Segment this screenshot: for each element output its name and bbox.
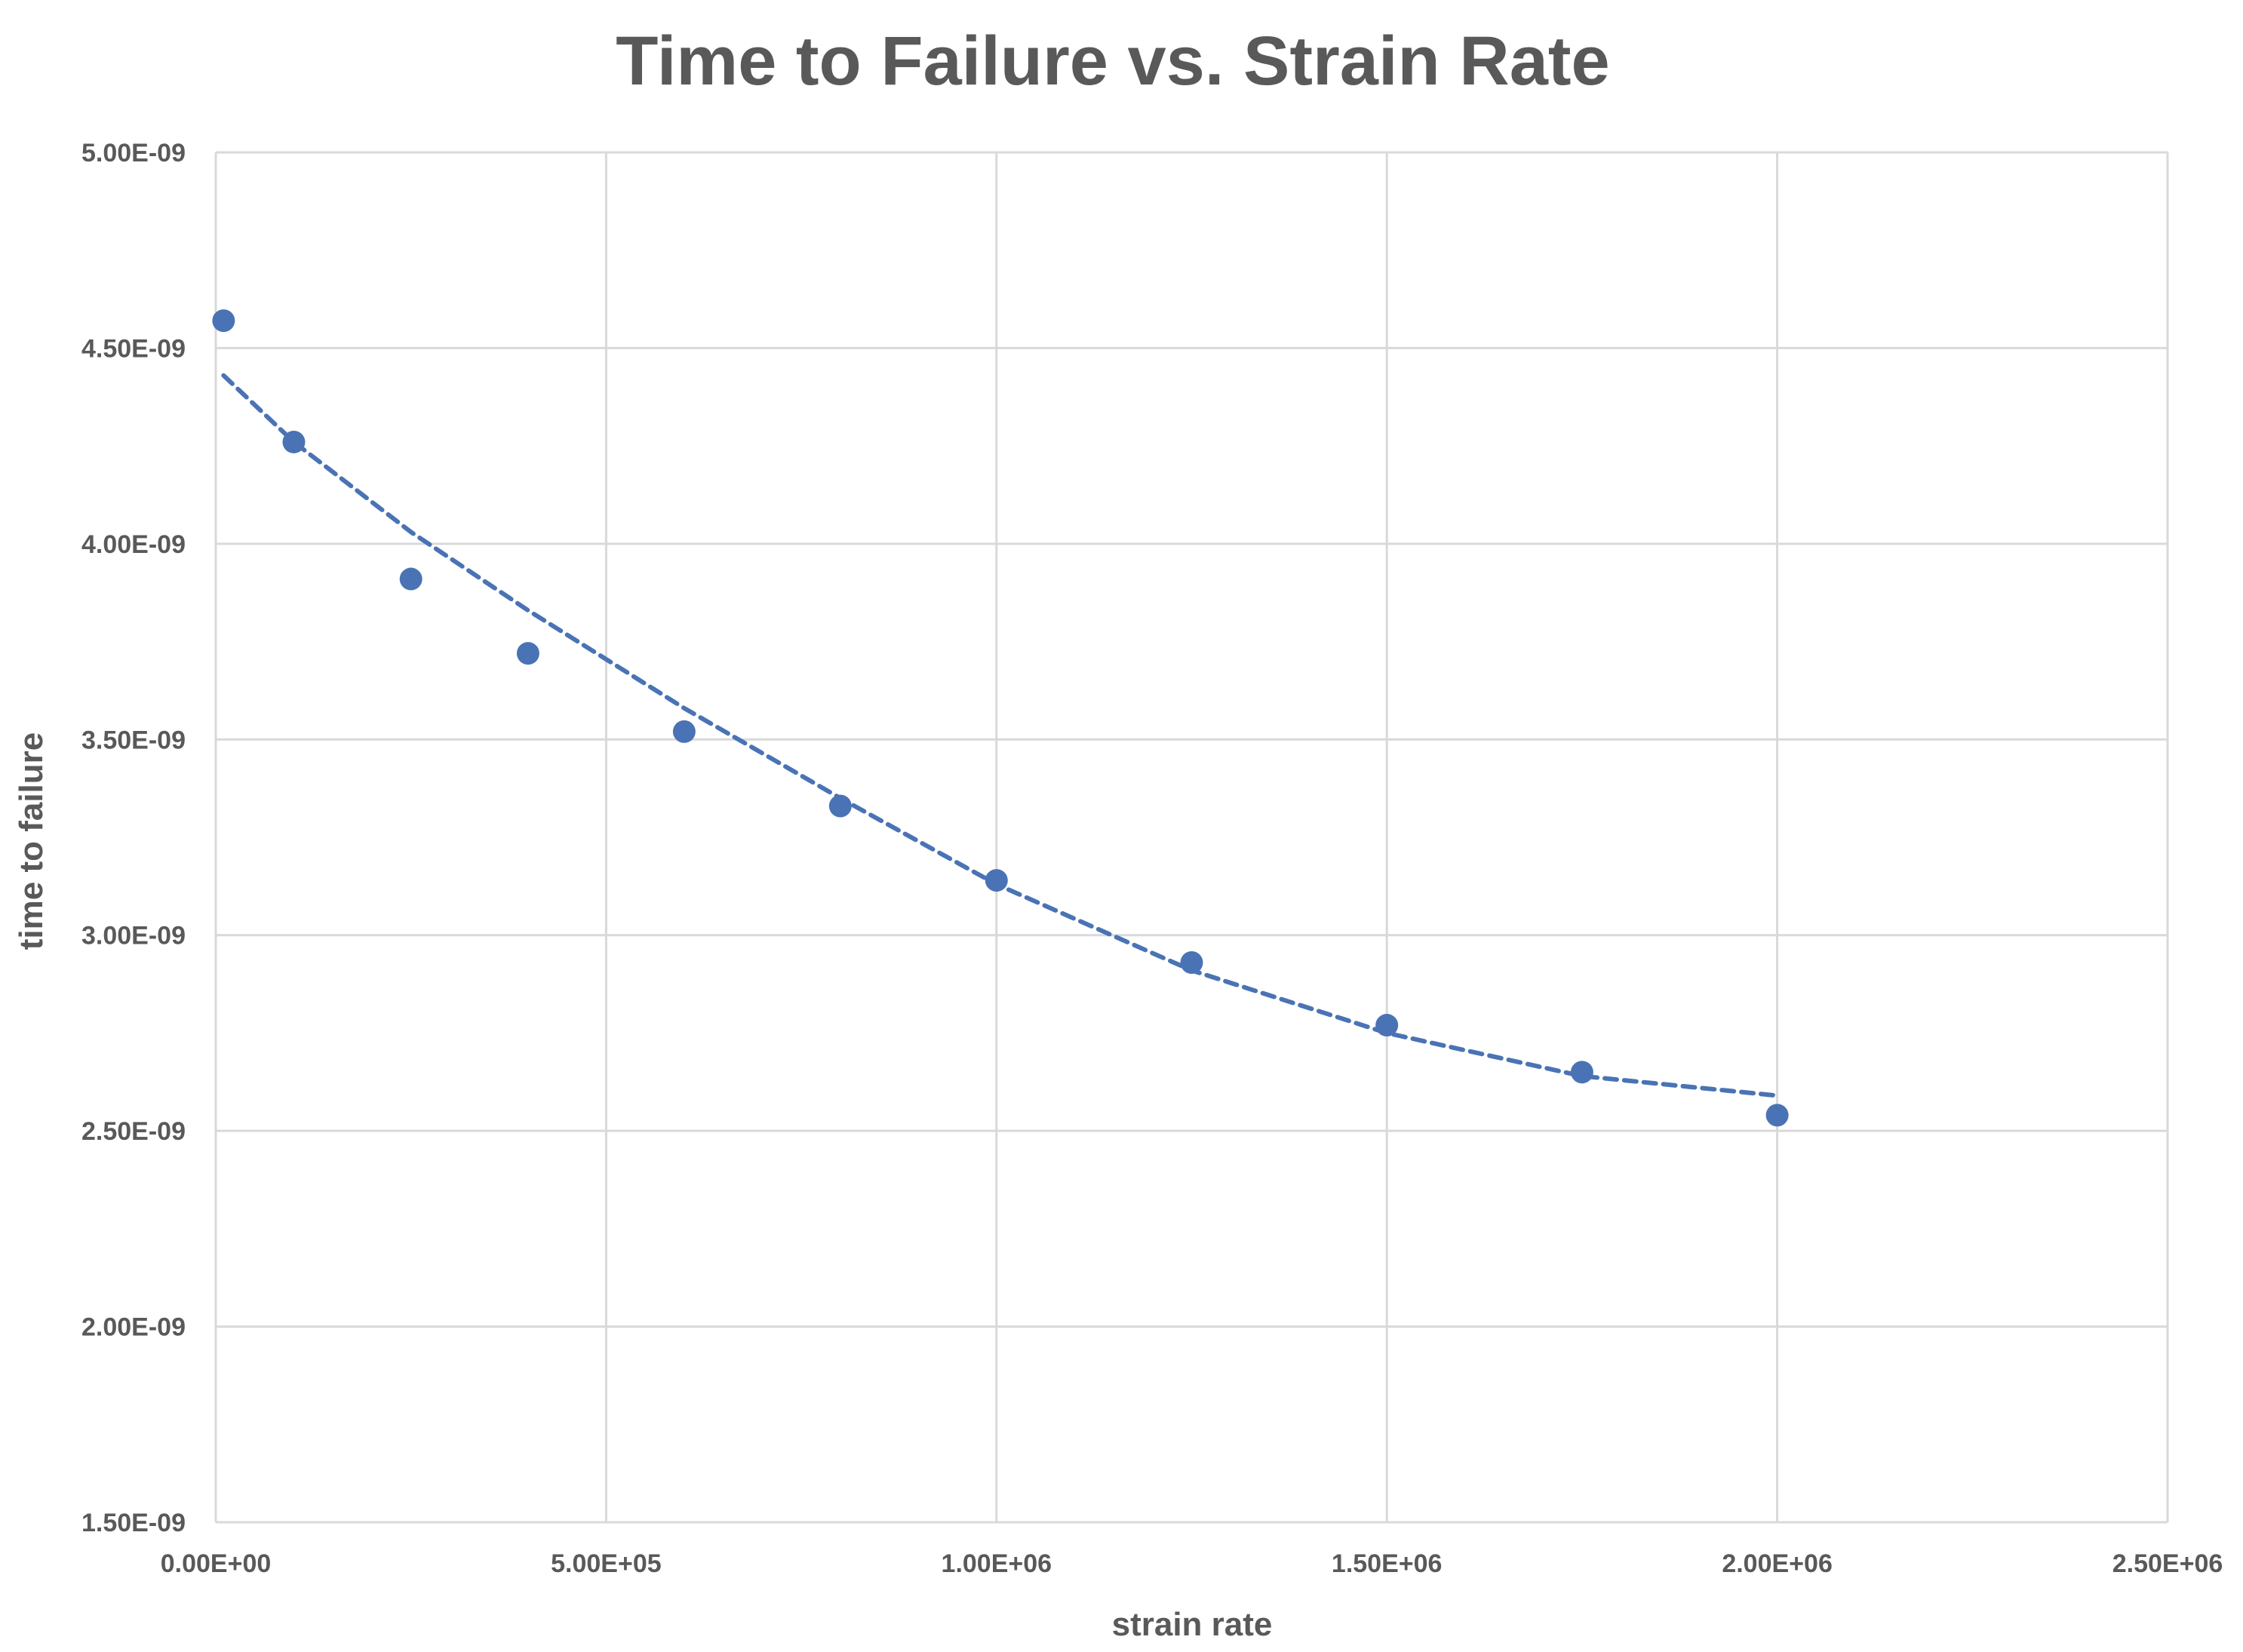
x-tick-label: 1.00E+06 <box>942 1549 1052 1578</box>
y-tick-label: 3.00E-09 <box>81 922 186 950</box>
data-point <box>399 567 422 591</box>
y-tick-label: 3.50E-09 <box>81 726 186 754</box>
x-axis-title: strain rate <box>1112 1606 1273 1643</box>
y-tick-label: 2.00E-09 <box>81 1313 186 1342</box>
data-point <box>985 869 1008 892</box>
gridlines <box>214 151 2169 1524</box>
data-point <box>672 720 696 743</box>
y-axis-title: time to failure <box>13 732 50 950</box>
x-tick-label: 2.00E+06 <box>1722 1549 1833 1578</box>
y-tick-label: 1.50E-09 <box>81 1509 186 1537</box>
y-tick-label: 4.00E-09 <box>81 530 186 559</box>
data-point <box>1765 1104 1789 1127</box>
data-point <box>1180 951 1203 975</box>
data-points <box>212 309 1789 1127</box>
x-tick-label: 1.50E+06 <box>1332 1549 1443 1578</box>
data-point <box>828 794 852 818</box>
y-tick-label: 2.50E-09 <box>81 1117 186 1146</box>
data-point <box>282 430 306 453</box>
x-tick-label: 0.00E+00 <box>161 1549 272 1578</box>
trendline-layer <box>221 373 1780 1098</box>
x-axis-ticks: 0.00E+00 5.00E+05 1.00E+06 1.50E+06 2.00E+06… <box>161 1549 2223 1578</box>
trendline <box>221 373 1780 1098</box>
data-point <box>1375 1014 1399 1037</box>
data-point <box>516 642 539 665</box>
chart-title: Time to Failure vs. Strain Rate <box>616 23 1609 100</box>
x-tick-label: 2.50E+06 <box>2112 1549 2223 1578</box>
y-tick-label: 4.50E-09 <box>81 334 186 363</box>
data-point <box>1570 1061 1593 1084</box>
y-tick-label: 5.00E-09 <box>81 139 186 167</box>
data-point <box>212 309 235 333</box>
x-tick-label: 5.00E+05 <box>551 1549 662 1578</box>
y-axis-ticks: 1.50E-09 2.00E-09 2.50E-09 3.00E-09 3.50E-09… <box>81 139 186 1537</box>
